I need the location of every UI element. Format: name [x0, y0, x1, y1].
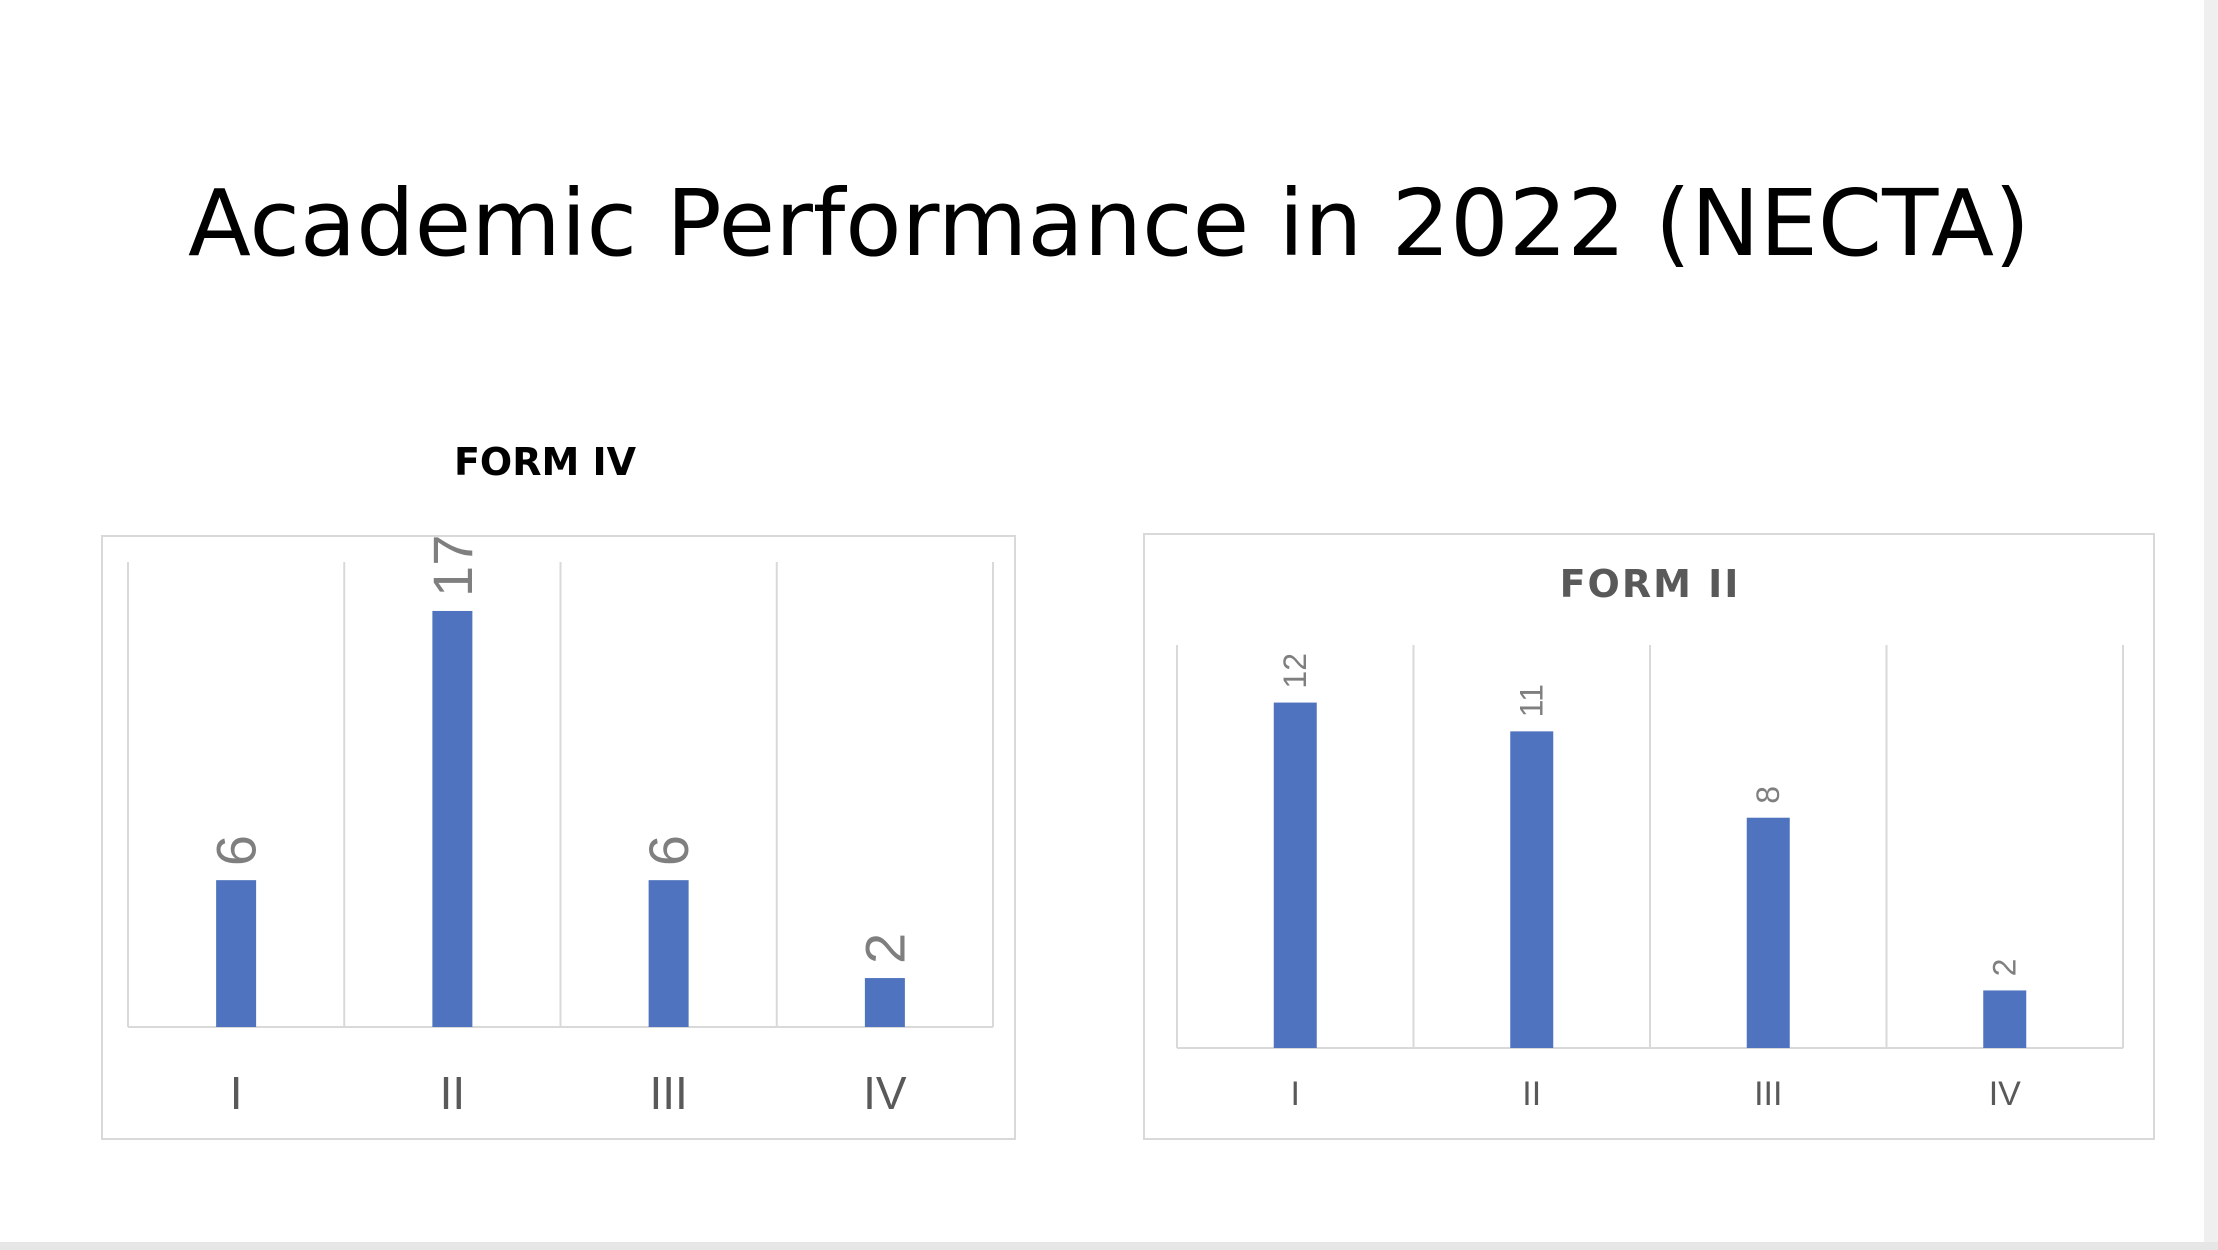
category-label: III	[1754, 1075, 1782, 1113]
chart-title: FORM II	[1560, 562, 1741, 606]
category-label: IV	[1989, 1075, 2021, 1113]
data-label: 6	[637, 835, 700, 866]
data-label: 6	[205, 835, 268, 866]
chart-form-iv: 6 I 17 II 6 III 2 IV	[101, 535, 1016, 1140]
category-label: IV	[863, 1067, 907, 1119]
category-label: I	[230, 1067, 243, 1119]
data-label: 2	[853, 933, 916, 964]
category-label: II	[1522, 1075, 1541, 1113]
bar-i	[216, 880, 257, 1027]
bar-i	[1273, 702, 1317, 1048]
data-label: 8	[1750, 786, 1786, 804]
slide-title: Academic Performance in 2022 (NECTA)	[188, 170, 2030, 277]
bar-ii	[1510, 731, 1554, 1048]
category-label: III	[649, 1067, 687, 1119]
bar-iv	[1983, 990, 2027, 1048]
data-label: 11	[1514, 684, 1550, 717]
bar-iii	[648, 880, 689, 1027]
chart-form-ii: FORM II 12 I 11 II 8 III 2 IV	[1143, 533, 2155, 1140]
bar-iii	[1746, 817, 1790, 1048]
chart-title-form-iv: FORM IV	[453, 440, 637, 484]
chart-form-iv-plot: 6 I 17 II 6 III 2 IV	[127, 535, 994, 1119]
bar-iv	[864, 978, 905, 1027]
data-label: 17	[421, 535, 484, 597]
chart-form-ii-plot: FORM II 12 I 11 II 8 III 2 IV	[1176, 562, 2124, 1113]
window-edge-bottom	[0, 1242, 2218, 1250]
category-label: II	[440, 1067, 466, 1119]
data-label: 2	[1987, 959, 2023, 977]
bar-ii	[432, 610, 473, 1027]
window-edge-right	[2204, 0, 2218, 1250]
data-label: 12	[1277, 653, 1313, 689]
category-label: I	[1291, 1075, 1300, 1113]
